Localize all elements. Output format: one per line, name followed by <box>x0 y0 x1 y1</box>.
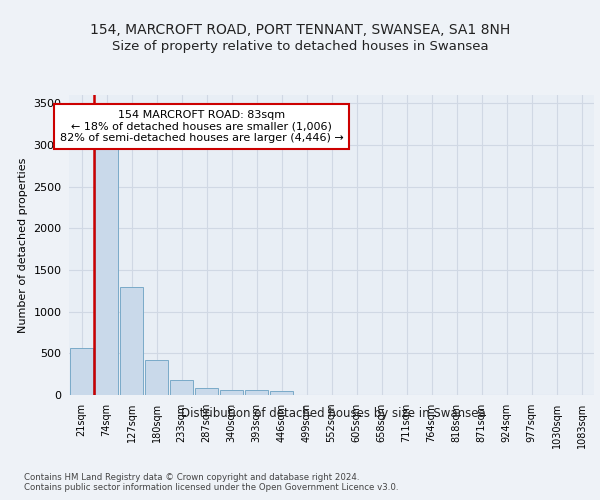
Bar <box>269 391 293 395</box>
Text: 154 MARCROFT ROAD: 83sqm
← 18% of detached houses are smaller (1,006)
82% of sem: 154 MARCROFT ROAD: 83sqm ← 18% of detach… <box>59 110 343 143</box>
Bar <box>170 380 193 395</box>
Text: 154, MARCROFT ROAD, PORT TENNANT, SWANSEA, SA1 8NH: 154, MARCROFT ROAD, PORT TENNANT, SWANSE… <box>90 22 510 36</box>
Bar <box>194 388 218 395</box>
Bar <box>245 390 268 395</box>
Text: Distribution of detached houses by size in Swansea: Distribution of detached houses by size … <box>181 408 485 420</box>
Bar <box>70 348 94 395</box>
Bar <box>145 360 169 395</box>
Text: Size of property relative to detached houses in Swansea: Size of property relative to detached ho… <box>112 40 488 53</box>
Bar <box>119 287 143 395</box>
Y-axis label: Number of detached properties: Number of detached properties <box>17 158 28 332</box>
Text: Contains HM Land Registry data © Crown copyright and database right 2024.: Contains HM Land Registry data © Crown c… <box>24 472 359 482</box>
Bar <box>220 390 244 395</box>
Text: Contains public sector information licensed under the Open Government Licence v3: Contains public sector information licen… <box>24 484 398 492</box>
Bar <box>95 121 118 395</box>
